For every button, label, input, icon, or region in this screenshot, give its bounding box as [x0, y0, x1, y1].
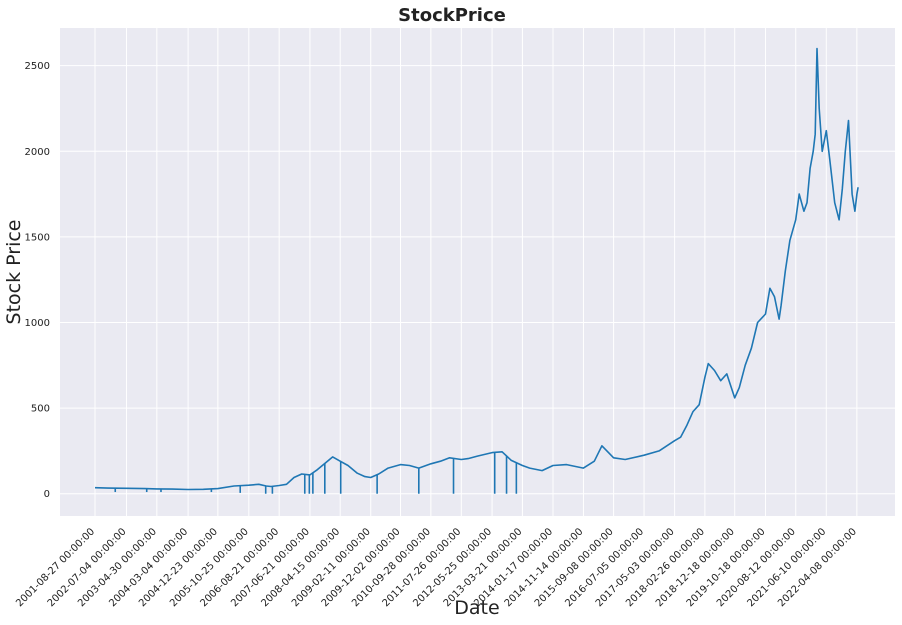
price-series-line — [94, 47, 859, 491]
y-tick-labels: 0 500 1000 1500 2000 2500 — [25, 61, 50, 500]
y-tick-label: 2000 — [25, 147, 50, 158]
series-layer — [94, 47, 859, 494]
grid-layer — [60, 28, 895, 516]
x-axis-title: Date — [454, 597, 499, 619]
y-axis-title: Stock Price — [3, 220, 25, 325]
y-tick-label: 2500 — [25, 61, 50, 72]
chart-title: StockPrice — [398, 5, 506, 26]
y-tick-label: 1500 — [25, 232, 50, 243]
y-tick-label: 1000 — [25, 318, 50, 329]
y-tick-label: 500 — [31, 404, 50, 415]
y-tick-label: 0 — [44, 489, 50, 500]
plot-background — [60, 28, 895, 516]
